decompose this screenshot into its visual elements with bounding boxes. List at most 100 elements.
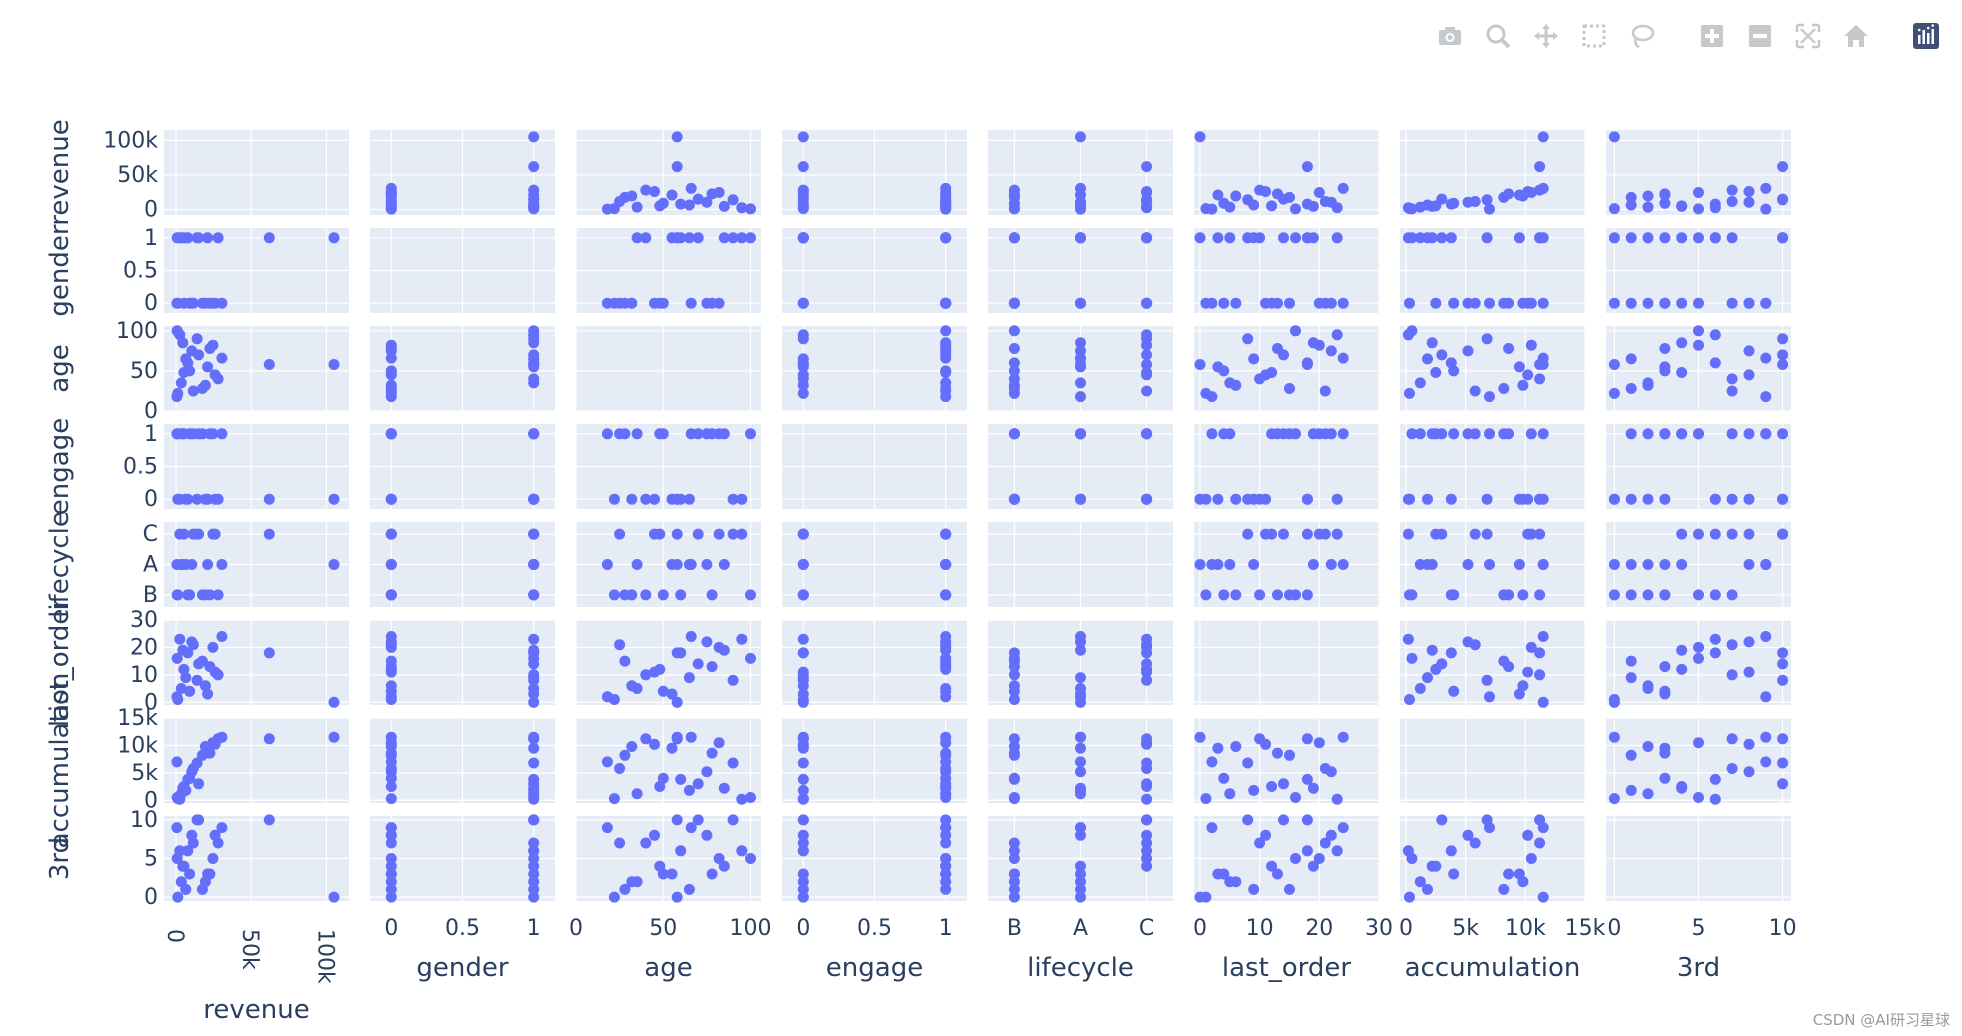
data-point [1337, 559, 1349, 570]
data-point [1422, 493, 1433, 505]
plotly-logo-button[interactable] [1908, 18, 1944, 54]
data-point [1743, 297, 1755, 309]
data-point [184, 772, 196, 784]
data-point [1075, 829, 1086, 841]
data-point [671, 131, 683, 143]
data-point [736, 528, 748, 540]
data-point [608, 793, 620, 805]
data-point [1075, 493, 1086, 505]
data-point [1777, 674, 1789, 686]
zoom-button[interactable] [1480, 18, 1516, 54]
data-point [207, 853, 219, 864]
pan-button[interactable] [1528, 18, 1564, 54]
lasso-select-button[interactable] [1624, 18, 1660, 54]
reset-axes-icon [1844, 25, 1868, 47]
data-point [1337, 822, 1349, 834]
data-point [940, 814, 952, 826]
data-point [1075, 428, 1086, 440]
data-point [692, 814, 704, 826]
data-point [385, 747, 397, 759]
data-point [1522, 186, 1534, 197]
data-point [1777, 757, 1789, 769]
data-point [1141, 428, 1153, 440]
data-point [385, 853, 397, 864]
data-point [940, 763, 952, 774]
zoom-out-button[interactable] [1742, 18, 1778, 54]
data-point [1301, 528, 1313, 540]
camera-button[interactable] [1432, 18, 1468, 54]
data-point [1608, 559, 1620, 570]
zoom-in-button[interactable] [1694, 18, 1730, 54]
data-point [171, 756, 183, 768]
data-point [940, 589, 952, 601]
data-point [1278, 814, 1289, 826]
data-point [1319, 528, 1331, 540]
data-point [1260, 738, 1272, 750]
data-point [528, 337, 540, 349]
data-point [1537, 428, 1549, 440]
data-point [1075, 232, 1086, 244]
data-point [649, 493, 660, 505]
data-point [1743, 559, 1755, 570]
data-point [1709, 528, 1721, 540]
data-point [1008, 876, 1020, 888]
data-point [1676, 644, 1688, 656]
data-point [1676, 528, 1688, 540]
data-point [1676, 663, 1688, 675]
data-point [1659, 365, 1671, 377]
data-point [175, 377, 187, 389]
data-point [601, 297, 613, 309]
data-point [727, 194, 739, 206]
data-point [683, 784, 695, 796]
data-point [204, 343, 216, 354]
data-point [718, 782, 730, 794]
data-point [1307, 860, 1319, 872]
data-point [1608, 493, 1620, 505]
data-point [1608, 696, 1620, 708]
data-point [1642, 589, 1654, 601]
data-point [718, 232, 730, 244]
data-point [1337, 352, 1349, 364]
data-point [1642, 741, 1654, 752]
y-tick-label: 30 [130, 608, 158, 633]
box-select-button[interactable] [1576, 18, 1612, 54]
data-point [1642, 680, 1654, 692]
data-point [528, 784, 540, 796]
data-point [940, 868, 952, 880]
data-point [1517, 876, 1529, 888]
data-point [385, 196, 397, 207]
data-point [1307, 337, 1319, 349]
data-point [701, 766, 713, 778]
data-point [202, 361, 214, 373]
data-point [1414, 428, 1426, 440]
data-point [1301, 359, 1313, 370]
data-point [1301, 773, 1313, 785]
data-point [797, 680, 809, 692]
data-point [1402, 528, 1414, 540]
data-point [675, 773, 687, 785]
data-point [1406, 428, 1418, 440]
data-point [328, 559, 340, 570]
data-point [1008, 868, 1020, 880]
data-point [1337, 428, 1349, 440]
data-point [1224, 788, 1236, 800]
y-tick-label: 1 [144, 422, 158, 447]
data-point [640, 733, 652, 745]
autoscale-button[interactable] [1790, 18, 1826, 54]
reset-axes-button[interactable] [1838, 18, 1874, 54]
data-point [1481, 333, 1493, 345]
data-point [1693, 589, 1704, 601]
data-point [1537, 359, 1549, 370]
data-point [385, 691, 397, 703]
data-point [1659, 685, 1671, 697]
data-point [1008, 232, 1020, 244]
data-point [1141, 186, 1153, 197]
data-point [1625, 297, 1637, 309]
y-tick-label: 20 [130, 635, 158, 660]
data-point [1426, 428, 1438, 440]
data-point [1608, 793, 1620, 805]
data-point [528, 131, 540, 143]
data-point [671, 493, 683, 505]
data-point [1777, 493, 1789, 505]
